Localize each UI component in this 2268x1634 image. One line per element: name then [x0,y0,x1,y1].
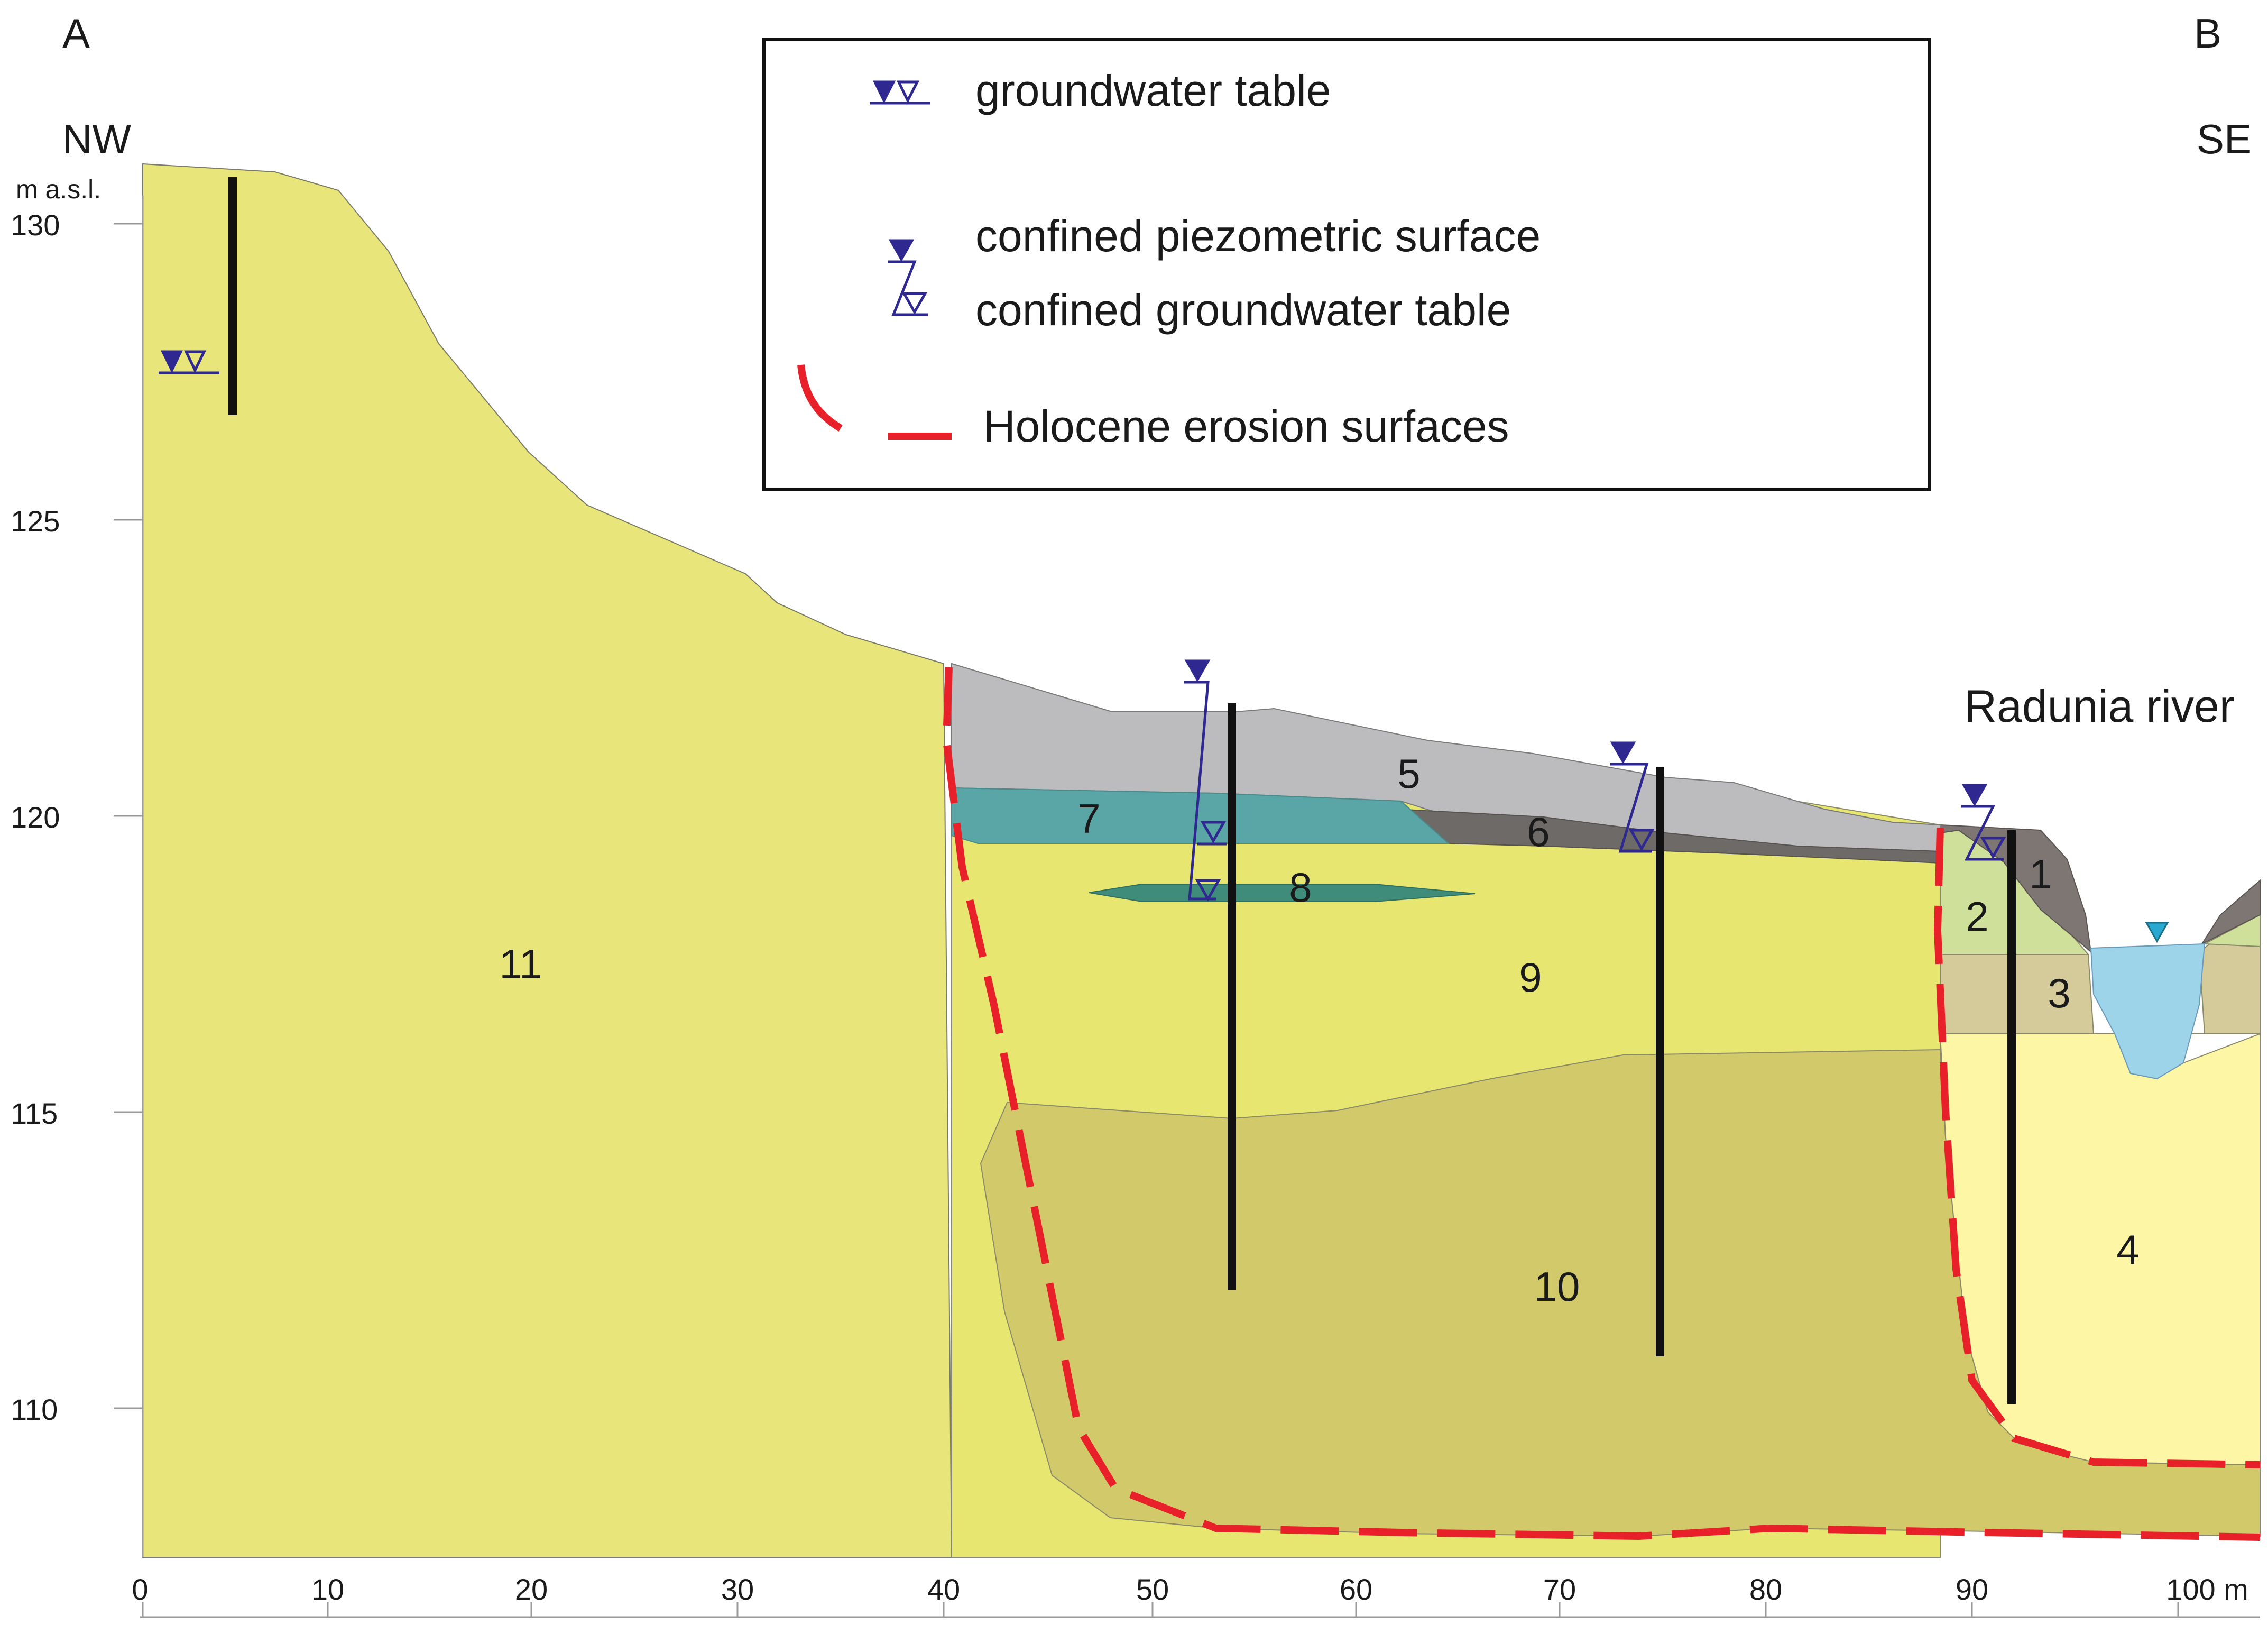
svg-text:115: 115 [11,1097,58,1130]
unit-labels: 1 2 3 4 5 6 7 8 9 10 11 [500,750,2140,1310]
groundwater-symbols [159,350,2169,943]
unit-label-7: 7 [1077,795,1100,842]
legend-erosion-label: Holocene erosion surfaces [983,401,1509,451]
unit-label-10: 10 [1534,1263,1580,1310]
x-tick-70: 70 [1543,1573,1576,1617]
unit-11-layer [142,163,953,1558]
y-tick-125: 125 [11,504,143,538]
legend-groundwater-table-label: groundwater table [975,66,1331,115]
unit-label-2: 2 [1966,893,1988,940]
svg-text:125: 125 [11,504,60,538]
svg-text:90: 90 [1956,1573,1988,1606]
svg-text:60: 60 [1340,1573,1372,1606]
svg-text:0: 0 [132,1573,148,1606]
unit-8-lens [1089,884,1476,902]
unit-label-5: 5 [1397,750,1420,797]
svg-text:40: 40 [927,1573,960,1606]
x-tick-90: 90 [1956,1573,1988,1617]
river-water [2090,943,2206,1080]
legend: groundwater table confined piezometric s… [762,38,1931,491]
svg-text:130: 130 [11,208,60,242]
legend-groundwater-table-icon [870,80,930,105]
x-tick-50: 50 [1136,1573,1169,1617]
legend-box [762,38,1931,491]
svg-text:70: 70 [1543,1573,1576,1606]
x-tick-80: 80 [1749,1573,1782,1617]
river-level-icon [2145,922,2169,943]
erosion-surface-main [942,667,2261,1541]
x-tick-60: 60 [1340,1573,1372,1617]
y-tick-110: 110 [11,1393,143,1426]
svg-text:30: 30 [721,1573,754,1606]
unit-1-right-bank [2200,879,2261,945]
erosion-surface-river [1933,827,2261,1468]
legend-confined-groundwater-label: confined groundwater table [975,285,1511,335]
y-tick-120: 120 [11,801,143,834]
confined-symbol-valley-1 [1184,659,1227,902]
unit-label-6: 6 [1527,809,1550,855]
unit-2-right-bank [2202,914,2261,948]
x-tick-100: 100 m [2166,1573,2248,1617]
confined-symbol-river [1961,784,2006,861]
layers [142,163,2261,1558]
x-tick-20: 20 [515,1573,548,1617]
x-axis: 0 10 20 30 40 50 60 70 [132,1573,2260,1618]
groundwater-table-symbol-upland [159,350,219,374]
river-label: Radunia river [1964,681,2234,732]
svg-text:50: 50 [1136,1573,1169,1606]
unit-label-3: 3 [2048,970,2070,1016]
y-axis-unit: m a.s.l. [16,175,101,204]
legend-erosion-icon [797,364,952,440]
direction-left: NW [62,116,131,162]
svg-text:80: 80 [1749,1573,1782,1606]
svg-text:110: 110 [11,1393,58,1426]
x-tick-10: 10 [311,1573,344,1617]
unit-label-4: 4 [2116,1226,2139,1273]
legend-confined-icon [888,239,928,316]
erosion-surfaces [942,667,2261,1541]
x-tick-40: 40 [927,1573,960,1617]
svg-text:100 m: 100 m [2166,1573,2248,1606]
unit-7-layer [951,787,1450,844]
unit-label-9: 9 [1519,954,1542,1000]
y-tick-130: 130 [11,208,143,242]
x-tick-30: 30 [721,1573,754,1617]
y-tick-115: 115 [11,1097,143,1130]
svg-text:10: 10 [311,1573,344,1606]
unit-label-8: 8 [1289,864,1312,911]
corner-letter-right: B [2194,10,2221,57]
unit-label-1: 1 [2029,851,2052,897]
y-axis: m a.s.l. 130 125 120 115 110 [11,175,144,1557]
direction-right: SE [2197,116,2252,162]
x-tick-0: 0 [132,1573,149,1617]
legend-confined-piezometric-label: confined piezometric surface [975,211,1541,261]
svg-text:20: 20 [515,1573,548,1606]
boreholes [228,177,2016,1404]
svg-text:120: 120 [11,801,60,834]
unit-1-layer [1940,824,2092,953]
confined-symbol-valley-2 [1610,741,1655,853]
corner-letter-left: A [62,10,90,57]
unit-label-11: 11 [500,941,542,987]
